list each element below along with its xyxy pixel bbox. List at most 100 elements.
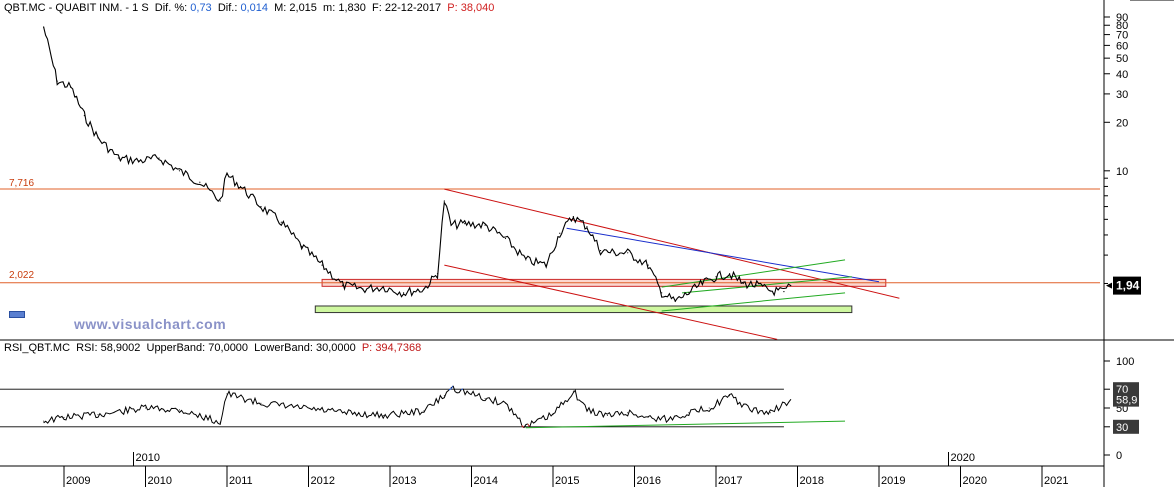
price-point — [83, 115, 85, 117]
rsi-point — [382, 415, 384, 417]
year-label: 2012 — [311, 475, 335, 487]
price-point — [661, 292, 663, 294]
decade-marker-label: 2020 — [951, 452, 975, 464]
level-label-upper: 7,716 — [9, 178, 35, 189]
price-tick-label: 20 — [1116, 117, 1128, 129]
price-point — [219, 200, 221, 202]
price-point — [70, 86, 72, 88]
last-price-tag — [1113, 276, 1141, 295]
price-point — [715, 276, 717, 278]
year-label: 2018 — [800, 475, 824, 487]
price-point — [599, 249, 602, 252]
price-tick-label: 70 — [1116, 30, 1128, 42]
price-tick-label: 90 — [1116, 12, 1128, 24]
year-label: 2017 — [718, 475, 742, 487]
last-price-arrow-icon — [1106, 282, 1112, 289]
price-point — [545, 264, 547, 266]
price-tick-label: 60 — [1116, 40, 1128, 52]
price-point — [688, 292, 690, 294]
year-label: 2013 — [392, 475, 416, 487]
year-label: 2021 — [1044, 475, 1068, 487]
last-price-text: 1,94 — [1116, 279, 1140, 293]
trendline-green-upper — [661, 259, 846, 288]
price-series — [43, 26, 792, 303]
price-point — [728, 273, 731, 275]
year-label: 2010 — [148, 475, 172, 487]
rsi-point — [667, 418, 669, 420]
price-point — [301, 245, 303, 247]
rsi-value: 58,9002 — [100, 342, 141, 354]
symbol: QBT.MC — [4, 2, 46, 14]
price-point — [627, 252, 629, 254]
rsi-point — [729, 395, 731, 397]
price-tick-label: 80 — [1116, 20, 1128, 32]
rsi-series-segment — [452, 385, 462, 394]
trendline-red-upper — [444, 188, 900, 299]
year-label: 2020 — [963, 475, 987, 487]
rsi-header: RSI_QBT.MC RSI: 58,9002 UpperBand: 70,00… — [4, 342, 422, 354]
rsi-tag-value-text: 58,9 — [1116, 395, 1137, 407]
price-point — [450, 224, 452, 226]
price-point — [756, 284, 758, 286]
rsi-tag-value — [1113, 392, 1139, 407]
price-point — [613, 252, 615, 254]
price-point — [43, 26, 45, 28]
year-label: 2016 — [637, 475, 661, 487]
price-point — [783, 291, 785, 293]
timeframe: 1 S — [132, 2, 149, 14]
min-value: 1,830 — [338, 2, 366, 14]
rsi-point — [423, 410, 425, 412]
price-point — [260, 205, 262, 208]
rsi-point — [627, 412, 629, 414]
price-header: QBT.MC - QUABIT INM. - 1 S Dif. %: 0,73 … — [4, 2, 495, 14]
rsi-trendline — [525, 420, 846, 429]
rsi-point — [43, 420, 45, 422]
rsi-tag-lower — [1113, 419, 1139, 434]
price-point — [382, 286, 384, 288]
rsi-p-value: 394,7368 — [375, 342, 422, 354]
price-point — [525, 259, 527, 261]
price-point — [443, 200, 445, 202]
year-label: 2011 — [229, 475, 253, 487]
rsi-series-segment — [523, 423, 528, 429]
rsi-point — [504, 402, 506, 404]
rsi-point — [552, 414, 554, 416]
year-label: 2009 — [66, 475, 90, 487]
rsi-point — [708, 407, 710, 409]
rsi-point — [226, 393, 228, 395]
price-tick-label: 40 — [1116, 69, 1128, 81]
max-value: 2,015 — [289, 2, 317, 14]
trendline-green-lower — [661, 292, 846, 312]
rsi-point — [219, 421, 221, 423]
rsi-point — [484, 398, 486, 400]
trendline-blue — [566, 227, 880, 283]
price-point — [138, 160, 140, 162]
support-zone — [314, 305, 853, 314]
rsi-point — [341, 412, 343, 414]
rsi-point — [606, 415, 608, 417]
price-point — [423, 288, 425, 290]
price-point — [586, 226, 588, 228]
price-point — [742, 282, 744, 285]
price-point — [504, 237, 507, 240]
price-point — [559, 232, 561, 234]
rsi-tick-label: 0 — [1116, 450, 1122, 462]
visualchart-badge-icon — [9, 311, 25, 318]
rsi-point — [749, 409, 751, 411]
trendline-red-lower — [444, 264, 778, 340]
rsi-point — [647, 416, 649, 418]
rsi-point — [450, 386, 452, 388]
year-label: 2015 — [555, 475, 579, 487]
decade-marker-label: 2010 — [136, 452, 160, 464]
rsi-point — [790, 399, 792, 401]
year-label: 2019 — [881, 475, 905, 487]
price-point — [402, 292, 405, 294]
upper-band-value: 70,0000 — [208, 342, 249, 354]
rsi-point — [525, 426, 527, 428]
price-point — [572, 215, 574, 218]
rsi-series-segment — [462, 388, 523, 426]
dif-value: 0,014 — [240, 2, 268, 14]
price-tick-label: 30 — [1116, 89, 1128, 101]
